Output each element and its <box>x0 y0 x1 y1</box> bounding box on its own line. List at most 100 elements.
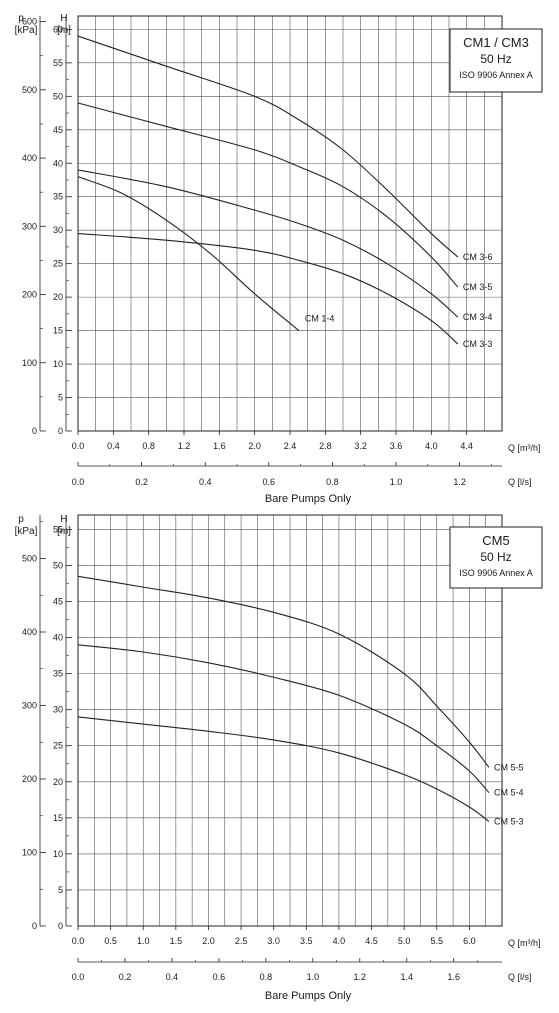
x2-tick-label: 0.4 <box>166 972 179 982</box>
curve-label-cm-3-3: CM 3-3 <box>463 339 493 349</box>
h-axis-unit: [m] <box>57 25 71 36</box>
x2-tick-label: 1.4 <box>401 972 414 982</box>
p-axis-ticks: 0 100 200 300 400 500 600 <box>22 16 46 436</box>
h-tick-label: 40 <box>53 633 63 643</box>
chart-frequency: 50 Hz <box>480 52 511 66</box>
h-tick-label: 45 <box>53 597 63 607</box>
x-tick-label: 5.5 <box>431 936 444 946</box>
p-tick-label: 500 <box>22 85 37 95</box>
x2-tick-label: 0.6 <box>213 972 226 982</box>
h-tick-label: 5 <box>58 885 63 895</box>
title-box: CM1 / CM3 50 Hz ISO 9906 Annex A <box>449 28 543 93</box>
x-axis-ls: 0.0 0.2 0.4 0.6 0.8 1.0 1.2 1.4 1.6 <box>72 958 502 982</box>
h-tick-label: 45 <box>53 125 63 135</box>
curve-label-cm-3-5: CM 3-5 <box>463 282 493 292</box>
p-axis-unit: [kPa] <box>15 526 38 537</box>
x-tick-label: 1.0 <box>137 936 150 946</box>
x-tick-label: 4.5 <box>365 936 378 946</box>
h-tick-label: 30 <box>53 225 63 235</box>
p-tick-label: 500 <box>22 553 37 563</box>
x-tick-label: 3.5 <box>300 936 313 946</box>
h-tick-label: 5 <box>58 393 63 403</box>
p-axis-ticks: 0 100 200 300 400 500 <box>22 515 46 931</box>
x-tick-label: 0.0 <box>72 936 85 946</box>
h-axis-symbol: H <box>60 514 67 525</box>
x-tick-label: 5.0 <box>398 936 411 946</box>
h-axis-ticks: 0 5 10 15 20 25 30 35 40 45 50 55 <box>53 515 72 931</box>
p-axis-symbol: p <box>18 514 24 525</box>
x2-tick-label: 1.2 <box>453 477 466 487</box>
chart-title: CM5 <box>482 533 509 548</box>
curve-cm-3-5 <box>77 102 459 288</box>
pump-curves <box>77 575 490 822</box>
x2-tick-label: 0.8 <box>326 477 339 487</box>
x-axis-label-ls: Q [l/s] <box>508 972 532 982</box>
curve-label-cm-5-4: CM 5-4 <box>494 788 524 798</box>
p-tick-label: 100 <box>22 358 37 368</box>
chart-title: CM1 / CM3 <box>463 35 529 50</box>
p-tick-label: 100 <box>22 847 37 857</box>
x2-tick-label: 0.4 <box>199 477 212 487</box>
x-axis-ticks-m3h: 0.0 0.4 0.8 1.2 1.6 2.0 2.4 2.8 3.2 3.6 4.0 4.4 <box>72 431 473 451</box>
curve-cm-3-3 <box>77 232 459 345</box>
chart-frequency: 50 Hz <box>480 550 511 564</box>
title-box-frame <box>449 526 543 589</box>
p-tick-label: 400 <box>22 627 37 637</box>
h-tick-label: 55 <box>53 58 63 68</box>
curve-label-cm-5-5: CM 5-5 <box>494 762 524 772</box>
curve-cm-3-6 <box>77 35 459 258</box>
p-tick-label: 200 <box>22 290 37 300</box>
x2-tick-label: 1.2 <box>354 972 367 982</box>
x-axis-ticks-m3h: 0.0 0.5 1.0 1.5 2.0 2.5 3.0 3.5 4.0 4.5 5.0 5.5 6.0 <box>72 926 476 946</box>
x-tick-label: 4.4 <box>460 441 473 451</box>
title-box: CM5 50 Hz ISO 9906 Annex A <box>449 526 543 589</box>
x-tick-label: 1.2 <box>178 441 191 451</box>
h-tick-label: 50 <box>53 560 63 570</box>
curve-cm-5-4 <box>77 644 490 793</box>
x-tick-label: 2.5 <box>235 936 248 946</box>
x-tick-label: 3.6 <box>390 441 403 451</box>
x-tick-label: 6.0 <box>463 936 476 946</box>
curve-label-cm-3-6: CM 3-6 <box>463 252 493 262</box>
pump-curves <box>77 35 459 345</box>
x-axis-ls: 0.0 0.2 0.4 0.6 0.8 1.0 1.2 <box>72 462 502 487</box>
h-tick-label: 25 <box>53 259 63 269</box>
p-tick-label: 200 <box>22 774 37 784</box>
chart-cm5: p [kPa] H [m] 0 100 200 300 400 500 0 5 10 15 20 2… <box>15 514 543 1002</box>
p-axis-symbol: p <box>18 13 24 24</box>
x-tick-label: 4.0 <box>333 936 346 946</box>
h-tick-label: 10 <box>53 359 63 369</box>
x2-tick-label: 0.6 <box>263 477 276 487</box>
curve-labels: CM 5-5 CM 5-4 CM 5-3 <box>494 762 524 826</box>
x-tick-label: 0.4 <box>107 441 120 451</box>
chart-cm1-cm3: p [kPa] H [m] 0 100 200 300 400 500 600 0 5 10 15… <box>15 13 543 505</box>
curve-cm-5-3 <box>77 716 490 822</box>
footer-note: Bare Pumps Only <box>265 493 352 505</box>
h-tick-label: 25 <box>53 741 63 751</box>
x2-tick-label: 0.8 <box>260 972 273 982</box>
x-tick-label: 2.8 <box>319 441 332 451</box>
h-tick-label: 60 <box>53 24 63 34</box>
h-tick-label: 50 <box>53 91 63 101</box>
h-axis-unit: [m] <box>57 526 71 537</box>
h-tick-label: 35 <box>53 669 63 679</box>
p-tick-label: 0 <box>32 426 37 436</box>
x-tick-label: 3.0 <box>267 936 280 946</box>
x2-tick-label: 1.0 <box>390 477 403 487</box>
x2-tick-label: 1.0 <box>307 972 320 982</box>
curve-label-cm-3-4: CM 3-4 <box>463 312 493 322</box>
h-tick-label: 15 <box>53 326 63 336</box>
x-tick-label: 2.0 <box>248 441 261 451</box>
x-tick-label: 0.0 <box>72 441 85 451</box>
h-tick-label: 20 <box>53 292 63 302</box>
x-axis-label-m3h: Q [m³/h] <box>508 938 541 948</box>
h-tick-label: 20 <box>53 777 63 787</box>
x-tick-label: 2.4 <box>284 441 297 451</box>
p-axis-unit: [kPa] <box>15 25 38 36</box>
chart-standard-note: ISO 9906 Annex A <box>459 70 533 80</box>
x-tick-label: 0.8 <box>142 441 155 451</box>
x-axis-label-ls: Q [l/s] <box>508 477 532 487</box>
h-tick-label: 0 <box>58 921 63 931</box>
